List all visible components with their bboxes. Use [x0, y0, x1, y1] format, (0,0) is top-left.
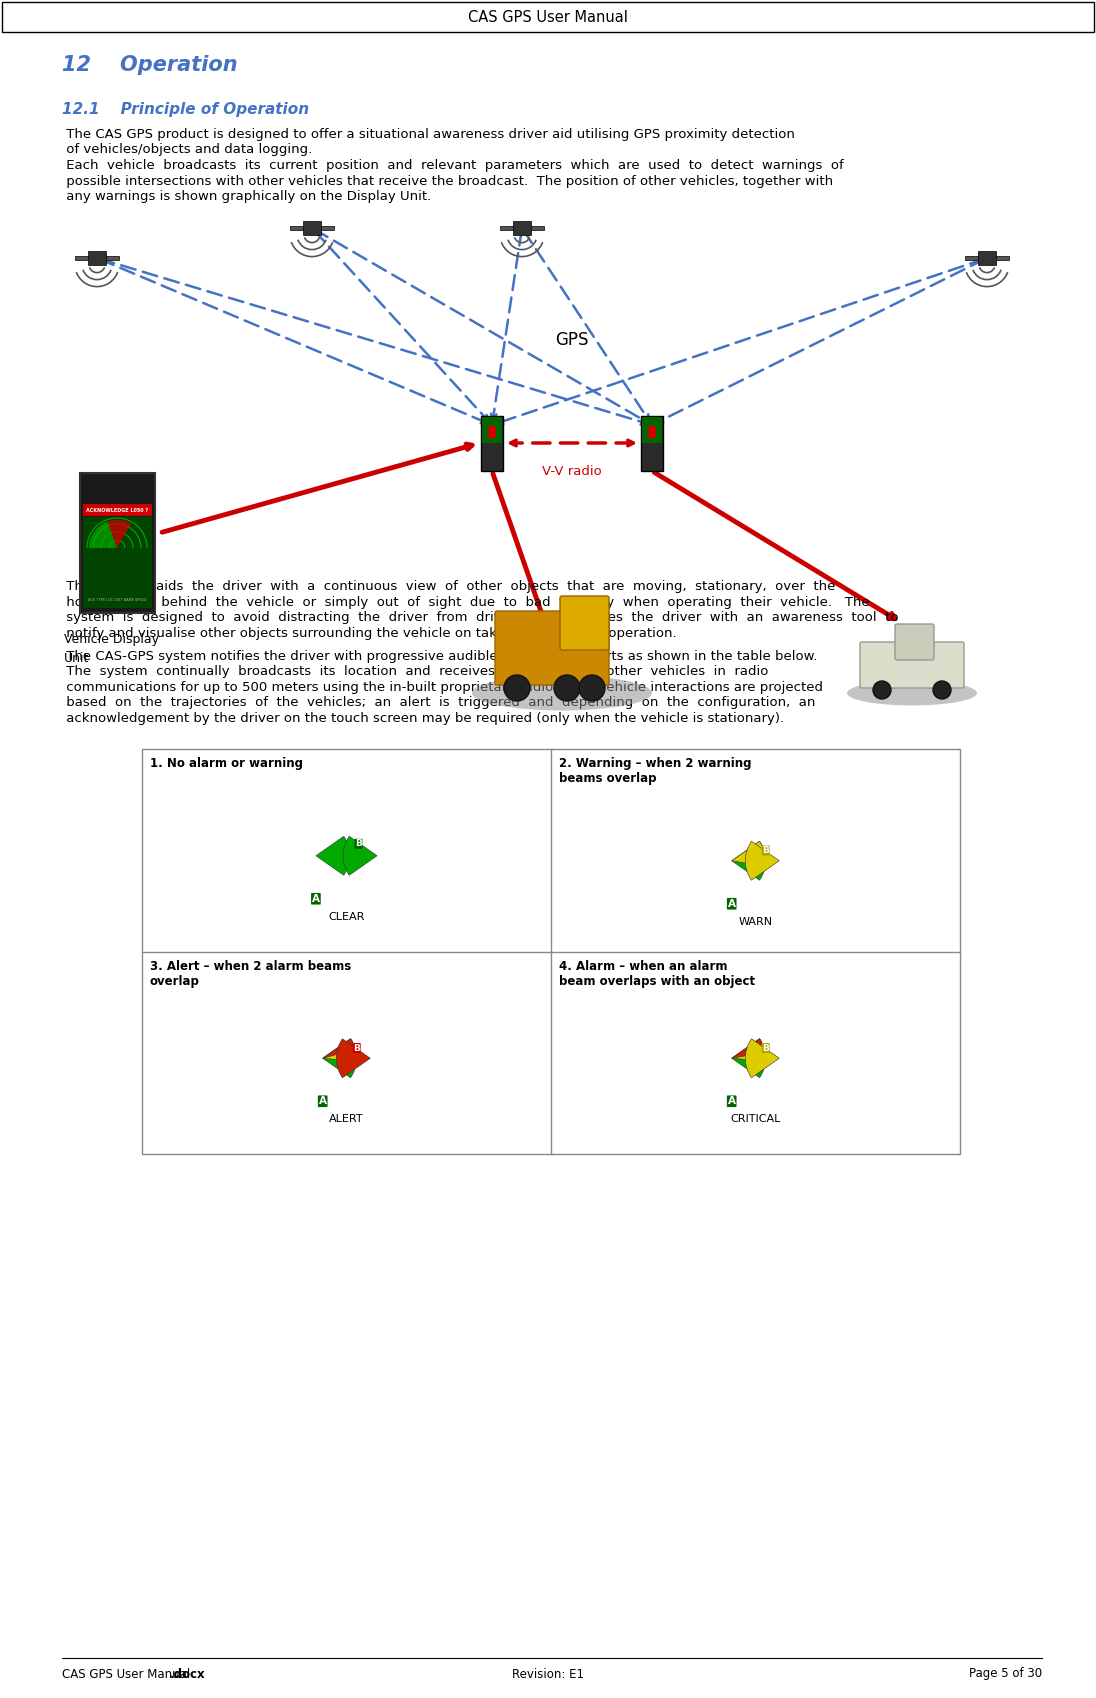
- FancyBboxPatch shape: [495, 611, 609, 684]
- Bar: [481, 416, 503, 470]
- Text: V-V radio: V-V radio: [543, 465, 602, 479]
- Text: CAS GPS User Manual: CAS GPS User Manual: [62, 1667, 191, 1681]
- Circle shape: [579, 676, 605, 701]
- Text: A: A: [728, 1097, 735, 1107]
- Wedge shape: [322, 1039, 355, 1058]
- Wedge shape: [322, 1039, 356, 1061]
- Wedge shape: [745, 841, 779, 880]
- Wedge shape: [745, 1039, 779, 1078]
- Bar: [500, 226, 544, 229]
- Bar: [648, 426, 657, 438]
- Bar: [979, 251, 996, 265]
- Text: based  on  the  trajectories  of  the  vehicles;  an  alert  is  triggered  and : based on the trajectories of the vehicle…: [62, 696, 815, 710]
- Bar: [82, 504, 151, 516]
- Text: CRITICAL: CRITICAL: [730, 1114, 780, 1124]
- Text: The  system  continually  broadcasts  its  location  and  receives  broadcasts  : The system continually broadcasts its lo…: [62, 666, 768, 679]
- Text: A: A: [319, 1097, 327, 1107]
- Bar: [513, 221, 530, 234]
- Text: B: B: [355, 839, 362, 849]
- Bar: [964, 256, 1009, 260]
- Wedge shape: [732, 841, 766, 880]
- Text: system  is  designed  to  avoid  distracting  the  driver  from  driving,  but  : system is designed to avoid distracting …: [62, 611, 899, 623]
- Text: ACK TYPE LOC DIST NAME SPEED: ACK TYPE LOC DIST NAME SPEED: [88, 598, 146, 603]
- Wedge shape: [336, 1039, 370, 1078]
- Bar: [80, 474, 155, 613]
- Ellipse shape: [847, 681, 977, 705]
- Wedge shape: [732, 1039, 766, 1061]
- Text: 12.1    Principle of Operation: 12.1 Principle of Operation: [62, 102, 309, 117]
- FancyBboxPatch shape: [895, 623, 934, 661]
- Text: 3. Alert – when 2 alarm beams
overlap: 3. Alert – when 2 alarm beams overlap: [150, 959, 351, 988]
- Wedge shape: [732, 1039, 765, 1058]
- Text: .docx: .docx: [170, 1667, 206, 1681]
- Wedge shape: [107, 520, 132, 548]
- Bar: [75, 256, 119, 260]
- Text: The CAS GPS product is designed to offer a situational awareness driver aid util: The CAS GPS product is designed to offer…: [62, 127, 795, 141]
- Text: B: B: [762, 1044, 769, 1053]
- Text: possible intersections with other vehicles that receive the broadcast.  The posi: possible intersections with other vehicl…: [62, 175, 833, 187]
- Text: ACKNOWLEDGE L050 ?: ACKNOWLEDGE L050 ?: [85, 508, 148, 513]
- Ellipse shape: [472, 676, 652, 710]
- Bar: [304, 221, 321, 234]
- Text: notify and visualise other objects surrounding the vehicle on take-off and durin: notify and visualise other objects surro…: [62, 627, 676, 640]
- Wedge shape: [316, 835, 350, 874]
- Circle shape: [553, 676, 580, 701]
- Circle shape: [504, 676, 530, 701]
- Wedge shape: [343, 835, 377, 874]
- Bar: [482, 418, 502, 443]
- Bar: [488, 426, 496, 438]
- Bar: [642, 418, 662, 443]
- Circle shape: [933, 681, 951, 700]
- Text: B: B: [353, 1044, 361, 1053]
- Text: Page 5 of 30: Page 5 of 30: [969, 1667, 1042, 1681]
- Text: A: A: [728, 898, 735, 908]
- Text: The CAS-GPS system notifies the driver with progressive audible and graphic aler: The CAS-GPS system notifies the driver w…: [62, 650, 818, 662]
- Text: acknowledgement by the driver on the touch screen may be required (only when the: acknowledgement by the driver on the tou…: [62, 711, 784, 725]
- FancyBboxPatch shape: [860, 642, 964, 688]
- Wedge shape: [322, 1039, 356, 1078]
- Bar: [142, 749, 960, 1155]
- Text: CLEAR: CLEAR: [329, 912, 365, 922]
- Text: GPS: GPS: [556, 331, 589, 350]
- Bar: [290, 226, 334, 229]
- Text: A: A: [312, 893, 320, 903]
- Text: CAS GPS User Manual: CAS GPS User Manual: [468, 10, 628, 24]
- Wedge shape: [732, 1039, 766, 1078]
- Bar: [88, 251, 106, 265]
- FancyBboxPatch shape: [560, 596, 609, 650]
- Text: 2. Warning – when 2 warning
beams overlap: 2. Warning – when 2 warning beams overla…: [559, 757, 752, 786]
- Text: Vehicle Display
Unit: Vehicle Display Unit: [64, 633, 159, 666]
- Bar: [2, 2, 1094, 32]
- Text: Revision: E1: Revision: E1: [512, 1667, 584, 1681]
- Text: 12    Operation: 12 Operation: [62, 54, 238, 75]
- Text: 1. No alarm or warning: 1. No alarm or warning: [150, 757, 302, 771]
- Wedge shape: [89, 521, 117, 548]
- Bar: [82, 516, 151, 608]
- Text: WARN: WARN: [739, 917, 773, 927]
- Text: The  system  aids  the  driver  with  a  continuous  view  of  other  objects  t: The system aids the driver with a contin…: [62, 581, 835, 593]
- Wedge shape: [732, 841, 766, 866]
- Text: any warnings is shown graphically on the Display Unit.: any warnings is shown graphically on the…: [62, 190, 431, 204]
- Text: 4. Alarm – when an alarm
beam overlaps with an object: 4. Alarm – when an alarm beam overlaps w…: [559, 959, 755, 988]
- Text: communications for up to 500 meters using the in-built proprietary radio link.  : communications for up to 500 meters usin…: [62, 681, 823, 694]
- Text: Each  vehicle  broadcasts  its  current  position  and  relevant  parameters  wh: Each vehicle broadcasts its current posi…: [62, 160, 844, 171]
- Circle shape: [874, 681, 891, 700]
- Text: ALERT: ALERT: [329, 1114, 364, 1124]
- Text: horizon,  just  behind  the  vehicle  or  simply  out  of  sight  due  to  bad  : horizon, just behind the vehicle or simp…: [62, 596, 869, 608]
- Text: B: B: [762, 846, 769, 856]
- Bar: [641, 416, 663, 470]
- Text: of vehicles/objects and data logging.: of vehicles/objects and data logging.: [62, 144, 312, 156]
